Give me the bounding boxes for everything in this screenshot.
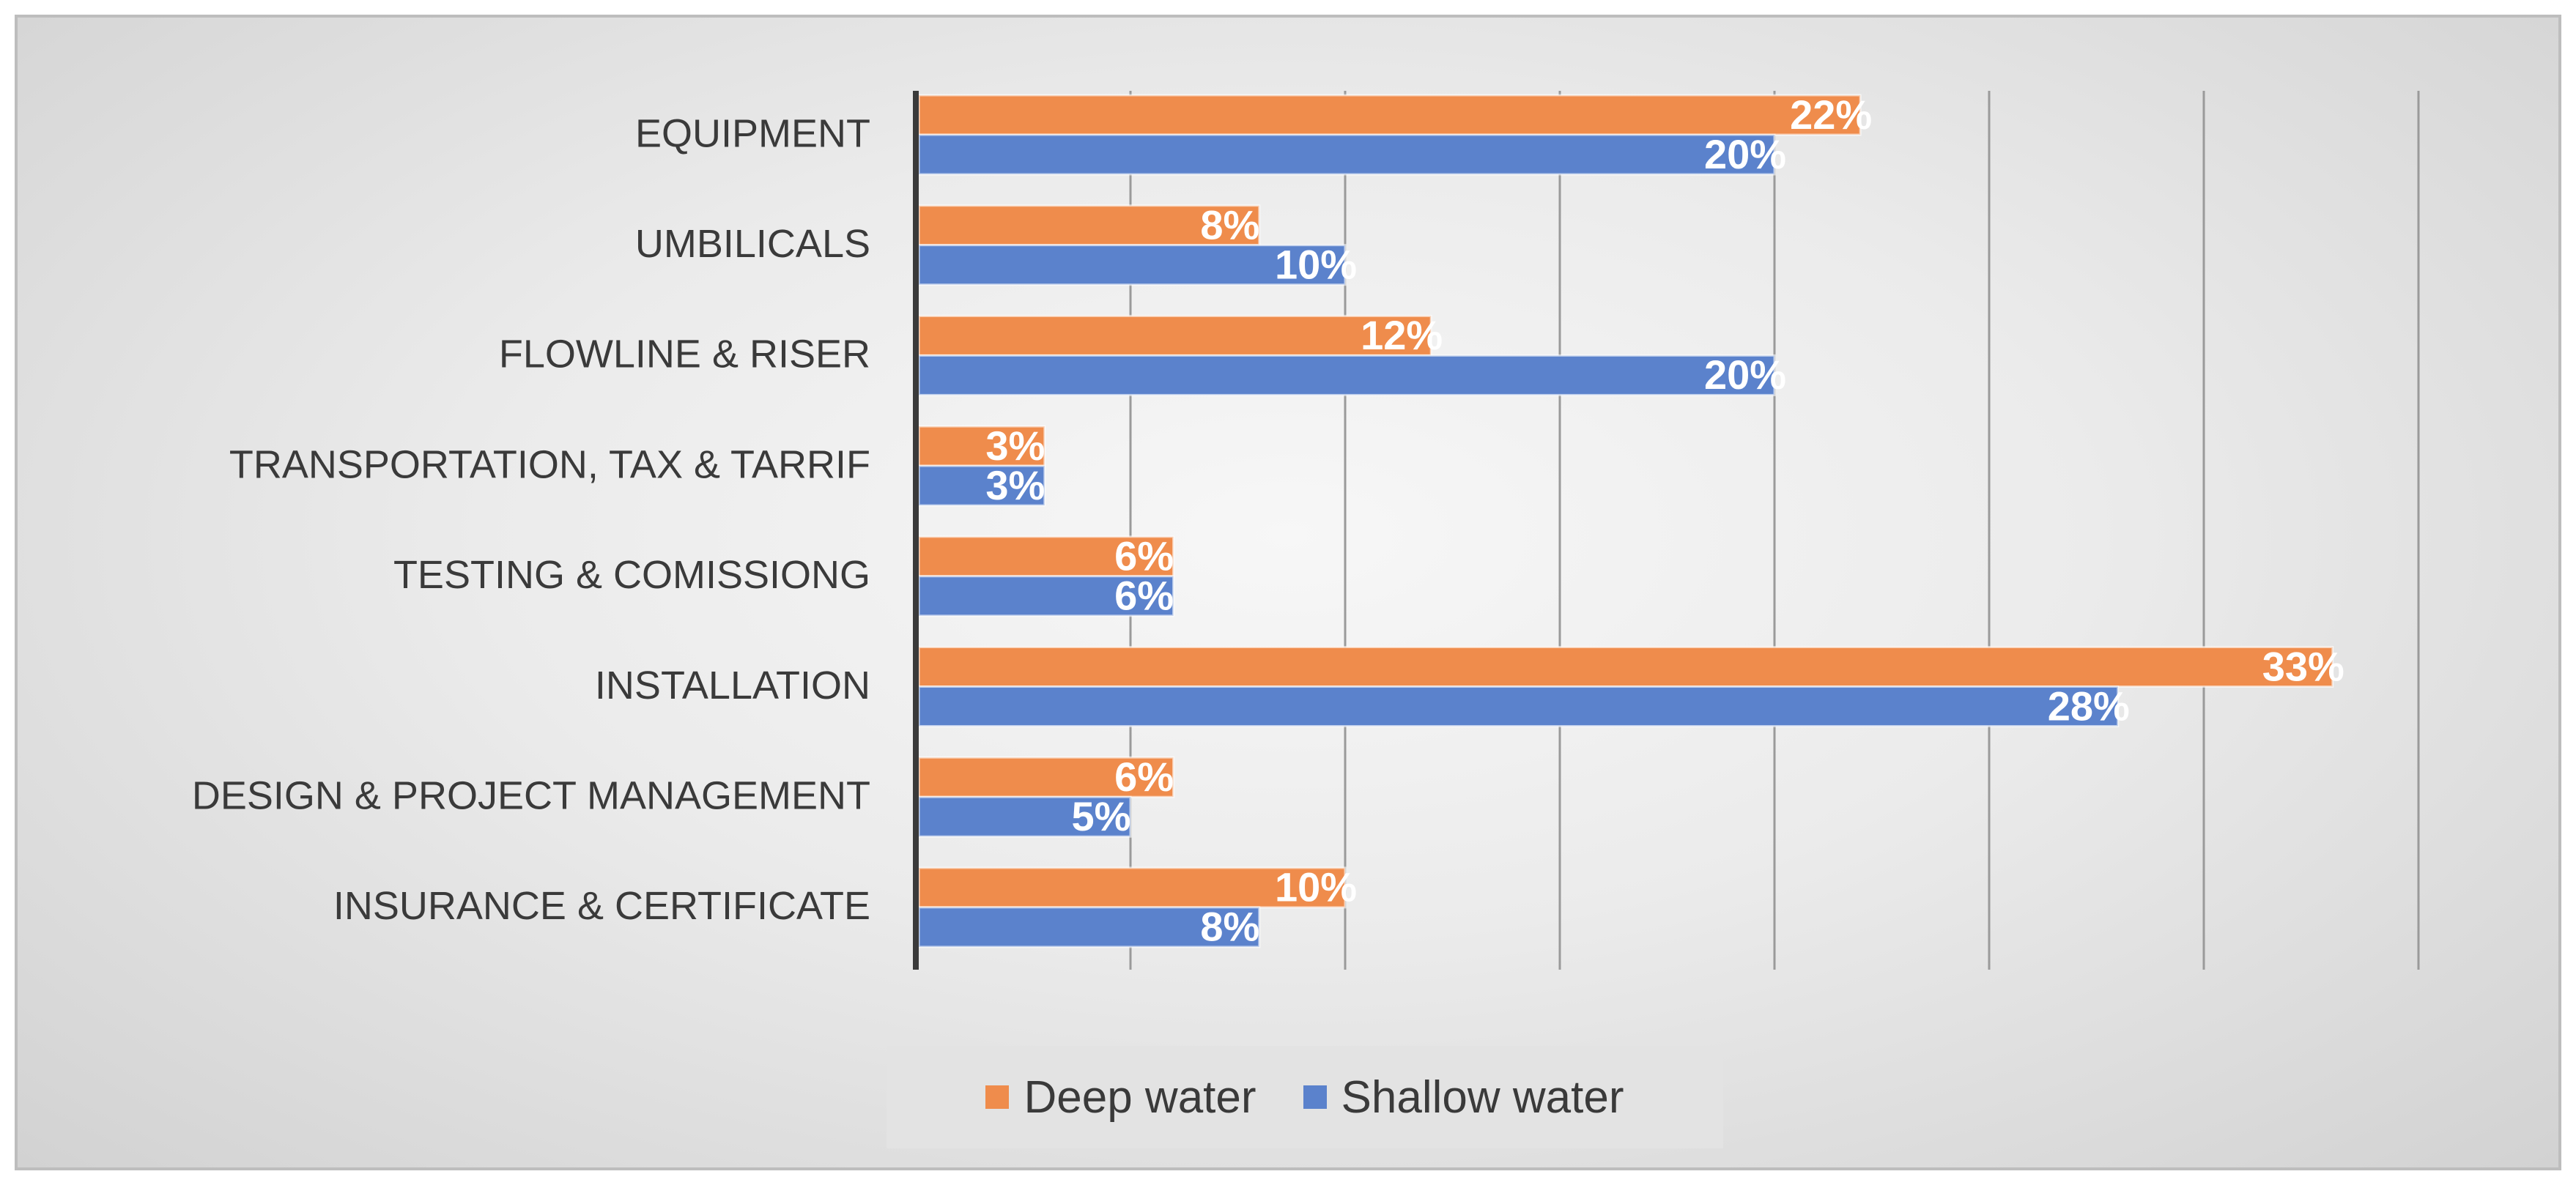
- bar-shallow-water: [917, 133, 1776, 176]
- data-label: 5%: [1072, 793, 1131, 839]
- data-label: 10%: [1275, 864, 1357, 910]
- category-label: UMBILICALS: [635, 222, 870, 266]
- bar-deep-water: [917, 204, 1261, 247]
- category-label: EQUIPMENT: [635, 111, 870, 155]
- data-label: 3%: [985, 462, 1045, 508]
- legend-item-shallow-water: Shallow water: [1303, 1071, 1624, 1123]
- data-labels: 22%20%8%10%12%20%3%3%6%6%33%28%6%5%10%8%: [985, 92, 2344, 950]
- data-label: 10%: [1275, 241, 1357, 287]
- data-label: 8%: [1200, 904, 1259, 950]
- data-label: 28%: [2048, 683, 2130, 729]
- data-label: 6%: [1114, 573, 1174, 619]
- bar-shallow-water: [917, 464, 1046, 507]
- bar-shallow-water: [917, 575, 1175, 617]
- category-label: DESIGN & PROJECT MANAGEMENT: [192, 773, 870, 817]
- bar-deep-water: [917, 94, 1862, 136]
- category-label: TRANSPORTATION, TAX & TARRIF: [229, 442, 870, 486]
- legend-swatch-shallow-water: [1303, 1085, 1327, 1109]
- legend-label-shallow-water: Shallow water: [1341, 1071, 1624, 1123]
- data-label: 8%: [1200, 201, 1259, 248]
- data-label: 20%: [1704, 131, 1786, 177]
- data-label: 33%: [2262, 643, 2344, 689]
- category-label: INSTALLATION: [595, 664, 870, 707]
- category-label: FLOWLINE & RISER: [499, 333, 870, 376]
- category-label: INSURANCE & CERTIFICATE: [333, 884, 870, 928]
- data-label: 3%: [985, 423, 1045, 469]
- legend-item-deep-water: Deep water: [985, 1071, 1256, 1123]
- bar-shallow-water: [917, 795, 1132, 838]
- legend-label-deep-water: Deep water: [1024, 1071, 1256, 1123]
- data-label: 6%: [1114, 533, 1174, 579]
- category-label: TESTING & COMISSIONG: [393, 553, 870, 597]
- bar-deep-water: [917, 646, 2334, 688]
- bars: [917, 94, 2334, 948]
- bar-chart: 22%20%8%10%12%20%3%3%6%6%33%28%6%5%10%8%…: [192, 91, 2420, 970]
- bar-shallow-water: [917, 354, 1776, 396]
- data-label: 20%: [1704, 352, 1786, 398]
- legend-swatch-deep-water: [985, 1085, 1010, 1109]
- legend: Deep water Shallow water: [887, 1046, 1723, 1148]
- bar-shallow-water: [917, 686, 2120, 727]
- bar-shallow-water: [917, 906, 1261, 948]
- chart-area: 22% 20% 8% 10% 12% 20% 3% 3% 6% 6% 33% 28% 6% 5% 10% 8%…: [15, 15, 2561, 1170]
- data-label: 12%: [1361, 312, 1443, 358]
- bar-deep-water: [917, 425, 1046, 467]
- data-label: 6%: [1114, 754, 1174, 800]
- category-labels: EQUIPMENT UMBILICALS FLOWLINE & RISER TRANS…: [192, 111, 870, 928]
- bar-deep-water: [917, 866, 1347, 909]
- bar-deep-water: [917, 314, 1432, 357]
- data-label: 22%: [1790, 92, 1872, 138]
- gridlines: [1129, 91, 2420, 970]
